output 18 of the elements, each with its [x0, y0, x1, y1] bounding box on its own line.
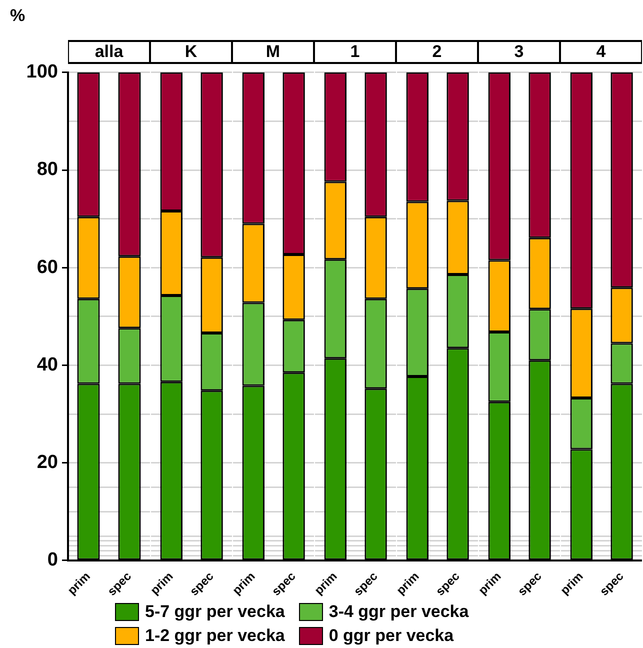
chart-title: 3: [514, 42, 524, 61]
legend-label: 5-7 ggr per vecka: [145, 602, 285, 622]
legend-label: 1-2 ggr per vecka: [145, 626, 285, 646]
y-axis-title: %: [10, 6, 26, 26]
legend-label: 3-4 ggr per vecka: [328, 602, 469, 622]
y-tick-label: 100: [26, 62, 58, 83]
chart-title: alla: [94, 42, 124, 61]
chart-title: M: [266, 42, 280, 61]
y-tick-label: 40: [36, 354, 58, 376]
chart-title: K: [184, 42, 198, 61]
y-tick-label: 0: [47, 550, 58, 571]
y-tick-label: 80: [36, 159, 58, 180]
chart-title: 1: [350, 42, 360, 61]
chart-title: 2: [432, 42, 442, 61]
chart-title: 4: [596, 42, 606, 61]
legend-label: 0 ggr per vecka: [328, 626, 454, 646]
y-tick-label: 20: [36, 452, 58, 474]
y-tick-label: 60: [36, 256, 58, 278]
